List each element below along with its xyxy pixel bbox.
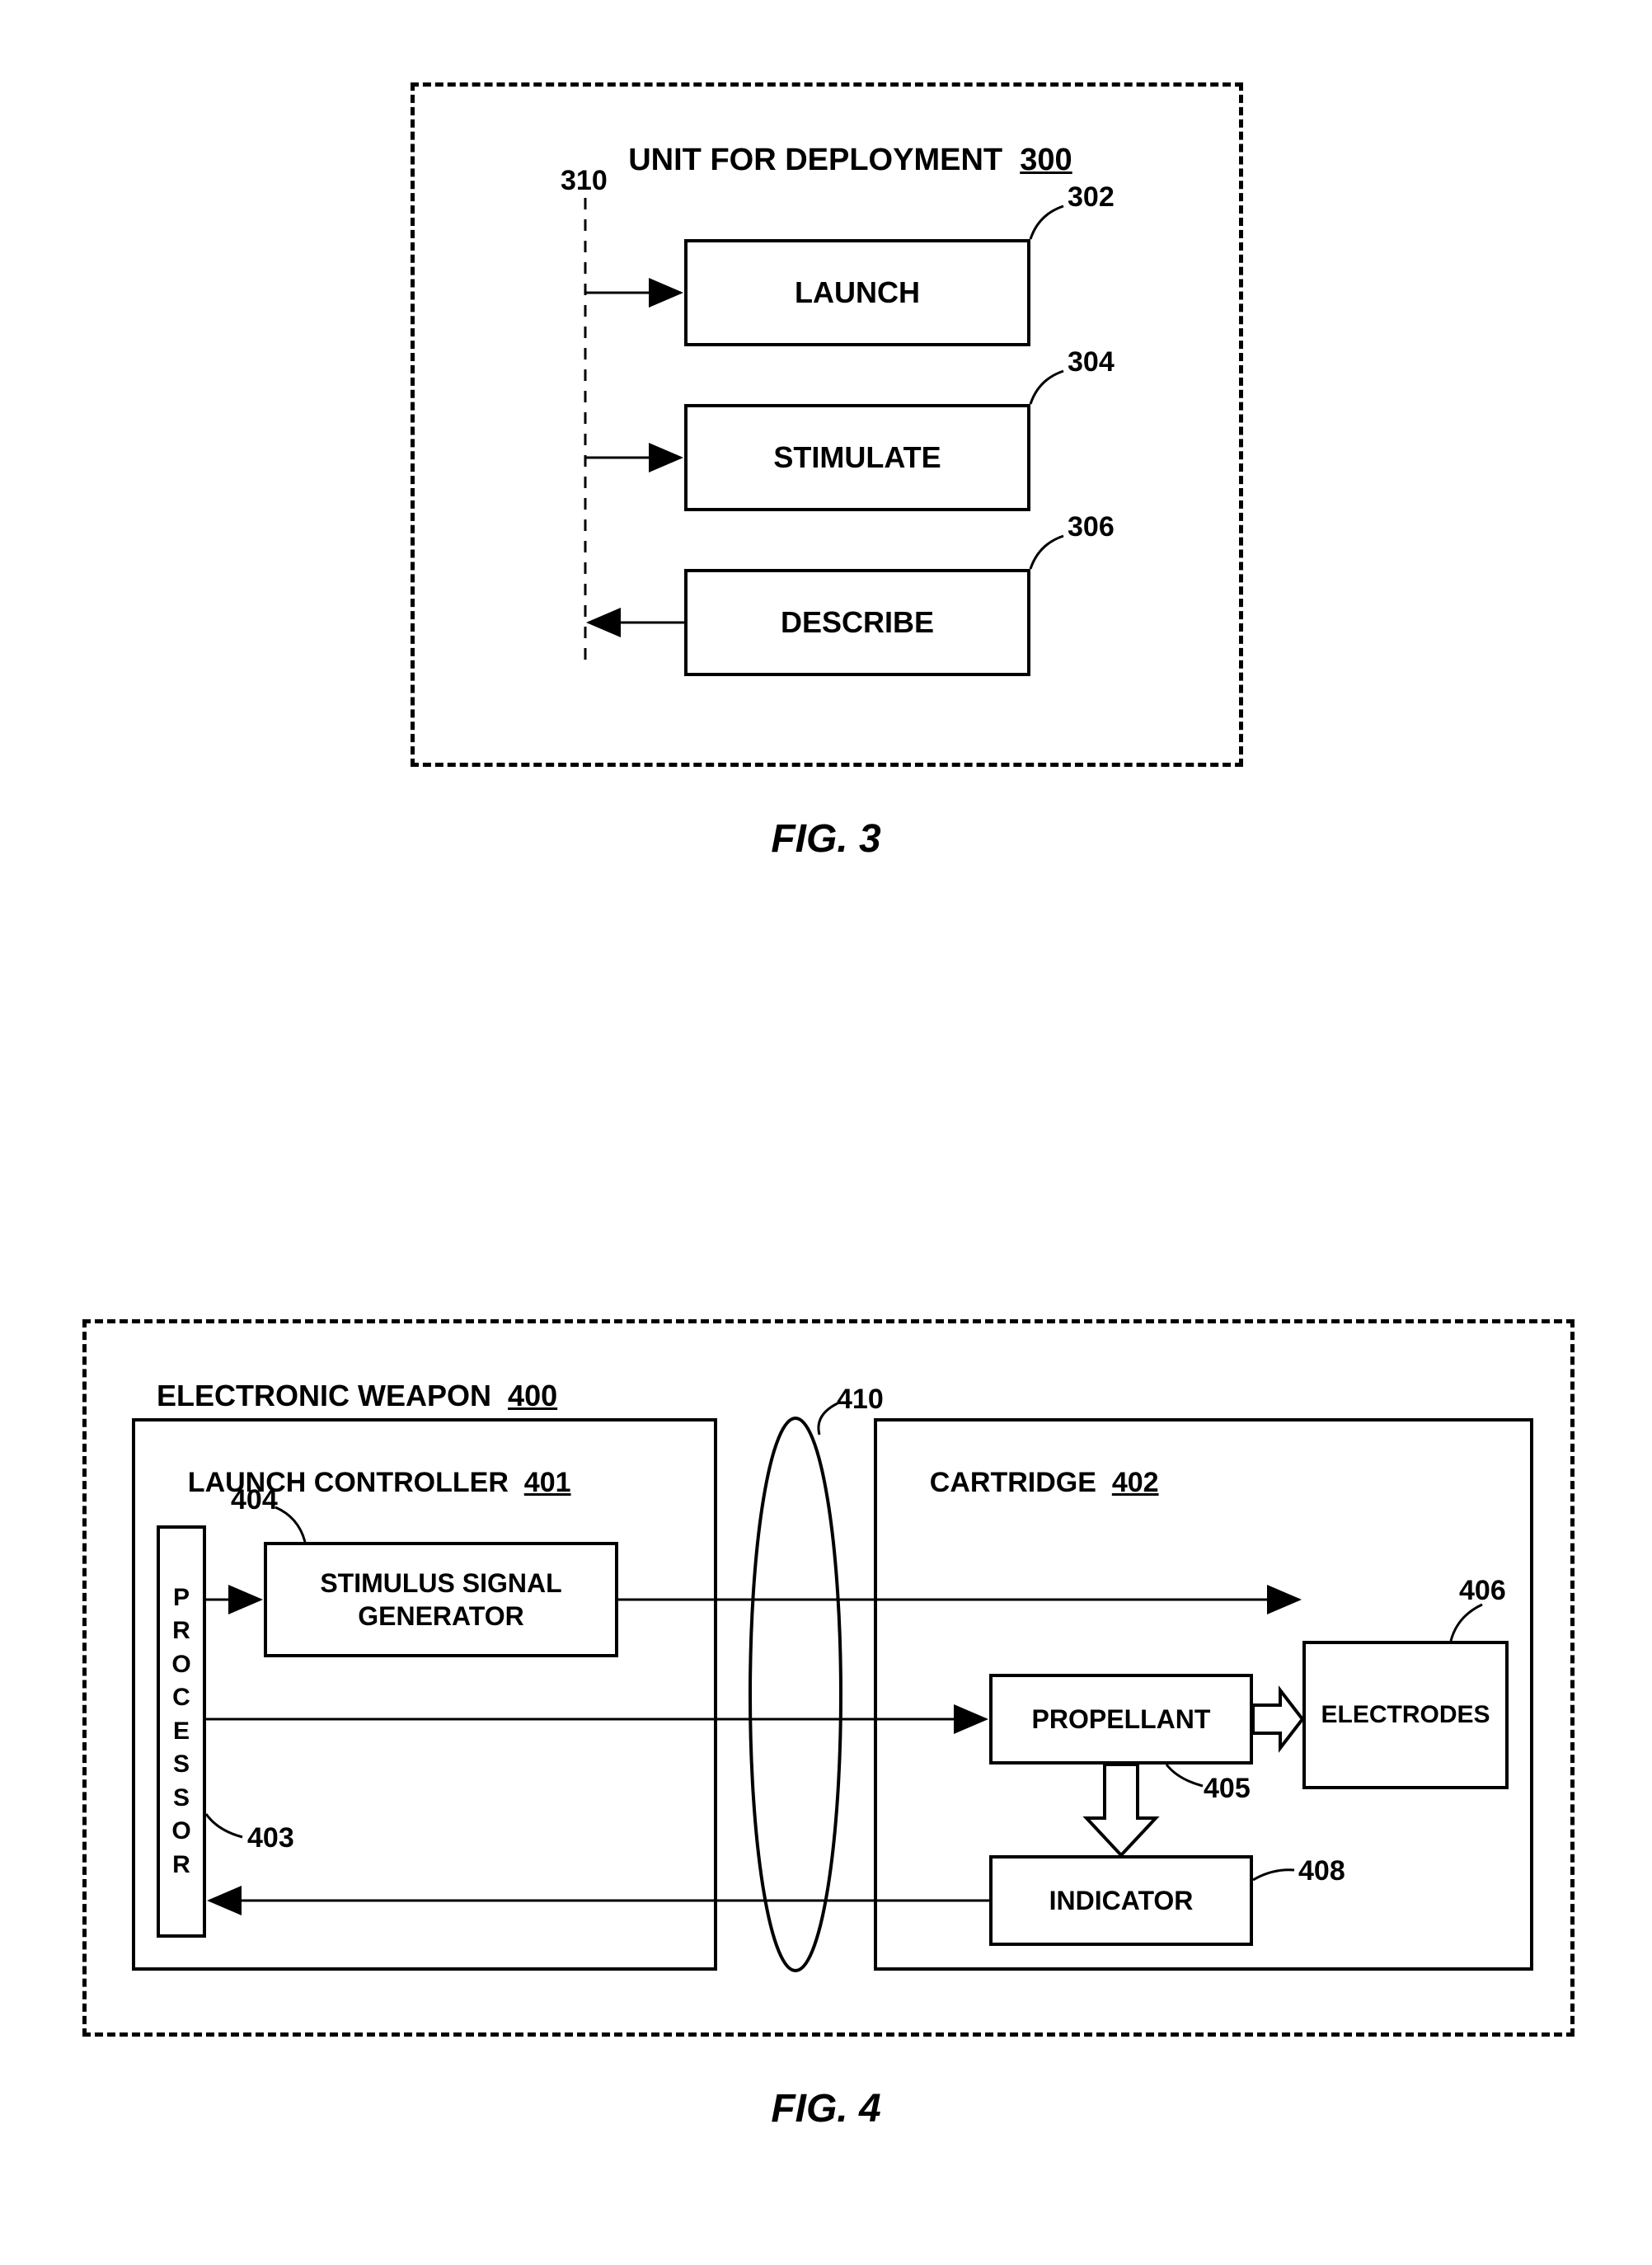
- fig4-ref-403: 403: [247, 1822, 294, 1854]
- fig4-ref-404: 404: [231, 1484, 278, 1516]
- fig4-leader-404: [275, 1507, 305, 1542]
- fig4-leader-403: [206, 1814, 242, 1837]
- page: UNIT FOR DEPLOYMENT 300 310 LAUNCH 302 S…: [0, 0, 1652, 2265]
- fig4-leader-405: [1166, 1765, 1203, 1786]
- fig4-ref-405: 405: [1204, 1773, 1251, 1805]
- fig4-leader-408: [1253, 1870, 1294, 1880]
- fig4-hollow-arrow-prop-elec: [1253, 1690, 1302, 1748]
- fig4-svg: [0, 0, 1652, 2265]
- fig4-ref-410: 410: [837, 1384, 884, 1416]
- fig4-interface-ellipse: [750, 1418, 841, 1971]
- fig4-caption: FIG. 4: [0, 2086, 1652, 2131]
- fig4-hollow-arrow-prop-ind: [1086, 1765, 1156, 1855]
- fig4-ref-408: 408: [1298, 1855, 1345, 1887]
- fig4-leader-406: [1451, 1605, 1482, 1641]
- fig4-leader-410: [819, 1403, 838, 1435]
- fig4-ref-406: 406: [1459, 1575, 1506, 1607]
